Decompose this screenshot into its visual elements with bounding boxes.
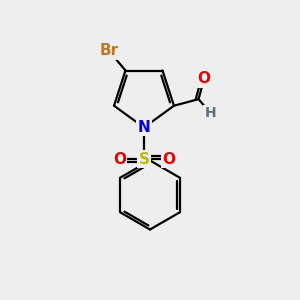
Text: H: H — [204, 106, 216, 120]
Text: O: O — [197, 71, 211, 86]
Text: N: N — [138, 120, 150, 135]
Text: O: O — [162, 152, 175, 166]
Text: S: S — [139, 152, 149, 166]
Text: Br: Br — [100, 44, 119, 59]
Text: O: O — [113, 152, 126, 166]
